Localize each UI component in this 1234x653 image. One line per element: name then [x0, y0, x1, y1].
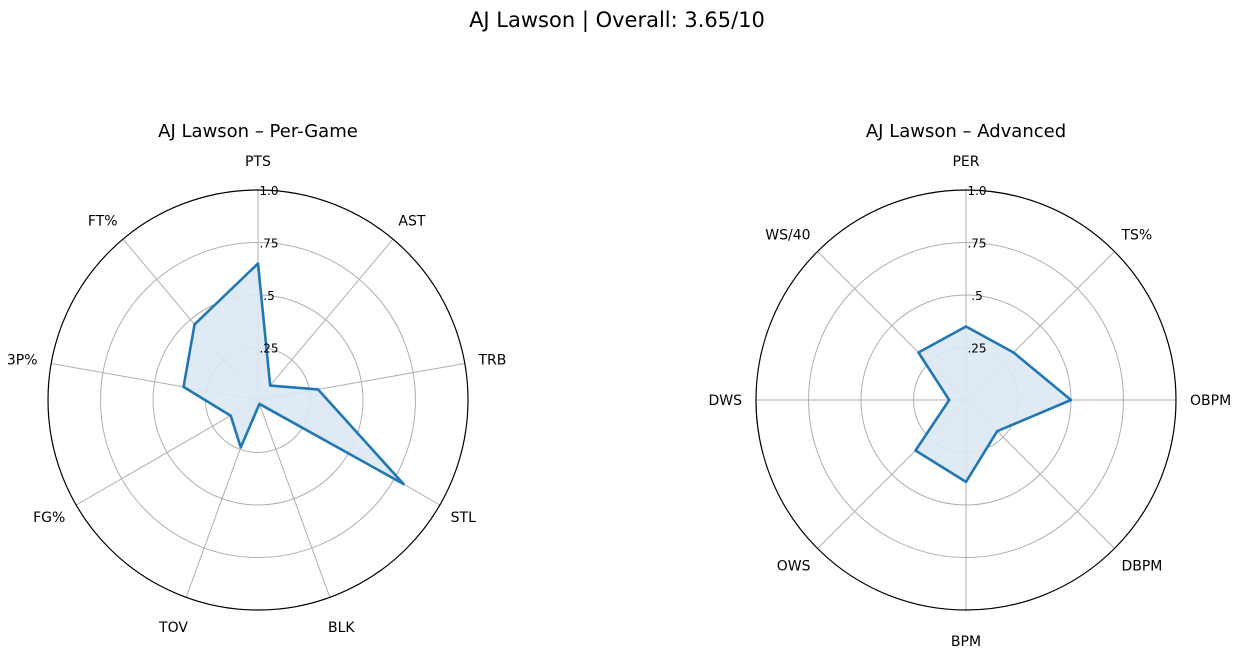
r-tick-label: 1.0: [259, 184, 278, 198]
r-tick-label: .75: [259, 237, 278, 251]
r-tick-label: .5: [263, 289, 274, 303]
category-label-3P%: 3P%: [7, 352, 38, 368]
category-label-TRB: TRB: [477, 352, 506, 368]
category-label-PER: PER: [952, 154, 979, 170]
category-label-OWS: OWS: [777, 558, 811, 574]
category-label-DWS: DWS: [708, 393, 742, 409]
r-tick-label: .75: [967, 237, 986, 251]
radar-chart-2: AJ Lawson – Advanced .25 .5 .75 1.0 PER TS% OBP…: [708, 121, 1231, 650]
r-tick-label: 1.0: [967, 184, 986, 198]
r-tick-label: .25: [967, 342, 986, 356]
category-label-TS%: TS%: [1120, 228, 1152, 244]
category-label-AST: AST: [398, 214, 425, 230]
figure-title: AJ Lawson | Overall: 3.65/10: [469, 8, 765, 32]
spoke-line: [257, 399, 331, 598]
chart-title: AJ Lawson – Per-Game: [158, 121, 358, 142]
category-label-OBPM: OBPM: [1190, 393, 1231, 409]
r-tick-label: .25: [259, 342, 278, 356]
category-label-FT%: FT%: [88, 214, 118, 230]
chart-title: AJ Lawson – Advanced: [866, 121, 1066, 142]
spoke-line: [75, 399, 259, 506]
category-label-PTS: PTS: [245, 154, 271, 170]
outer-circle: [47, 189, 469, 611]
series-fill: [915, 326, 1071, 482]
series-fill: [183, 263, 404, 484]
category-label-STL: STL: [451, 510, 476, 526]
spoke-line: [257, 238, 394, 401]
category-label-BPM: BPM: [951, 634, 981, 650]
category-label-WS/40: WS/40: [765, 228, 810, 244]
category-label-BLK: BLK: [328, 620, 355, 636]
category-label-TOV: TOV: [158, 620, 188, 636]
outer-circle: [755, 189, 1177, 611]
category-label-DBPM: DBPM: [1121, 558, 1162, 574]
series-line: [182, 262, 405, 486]
r-tick-label: .5: [971, 289, 982, 303]
radar-chart-1: AJ Lawson – Per-Game .25 .5 .75 1.0 PTS AST TRB…: [7, 121, 506, 636]
category-label-FG%: FG%: [33, 510, 65, 526]
